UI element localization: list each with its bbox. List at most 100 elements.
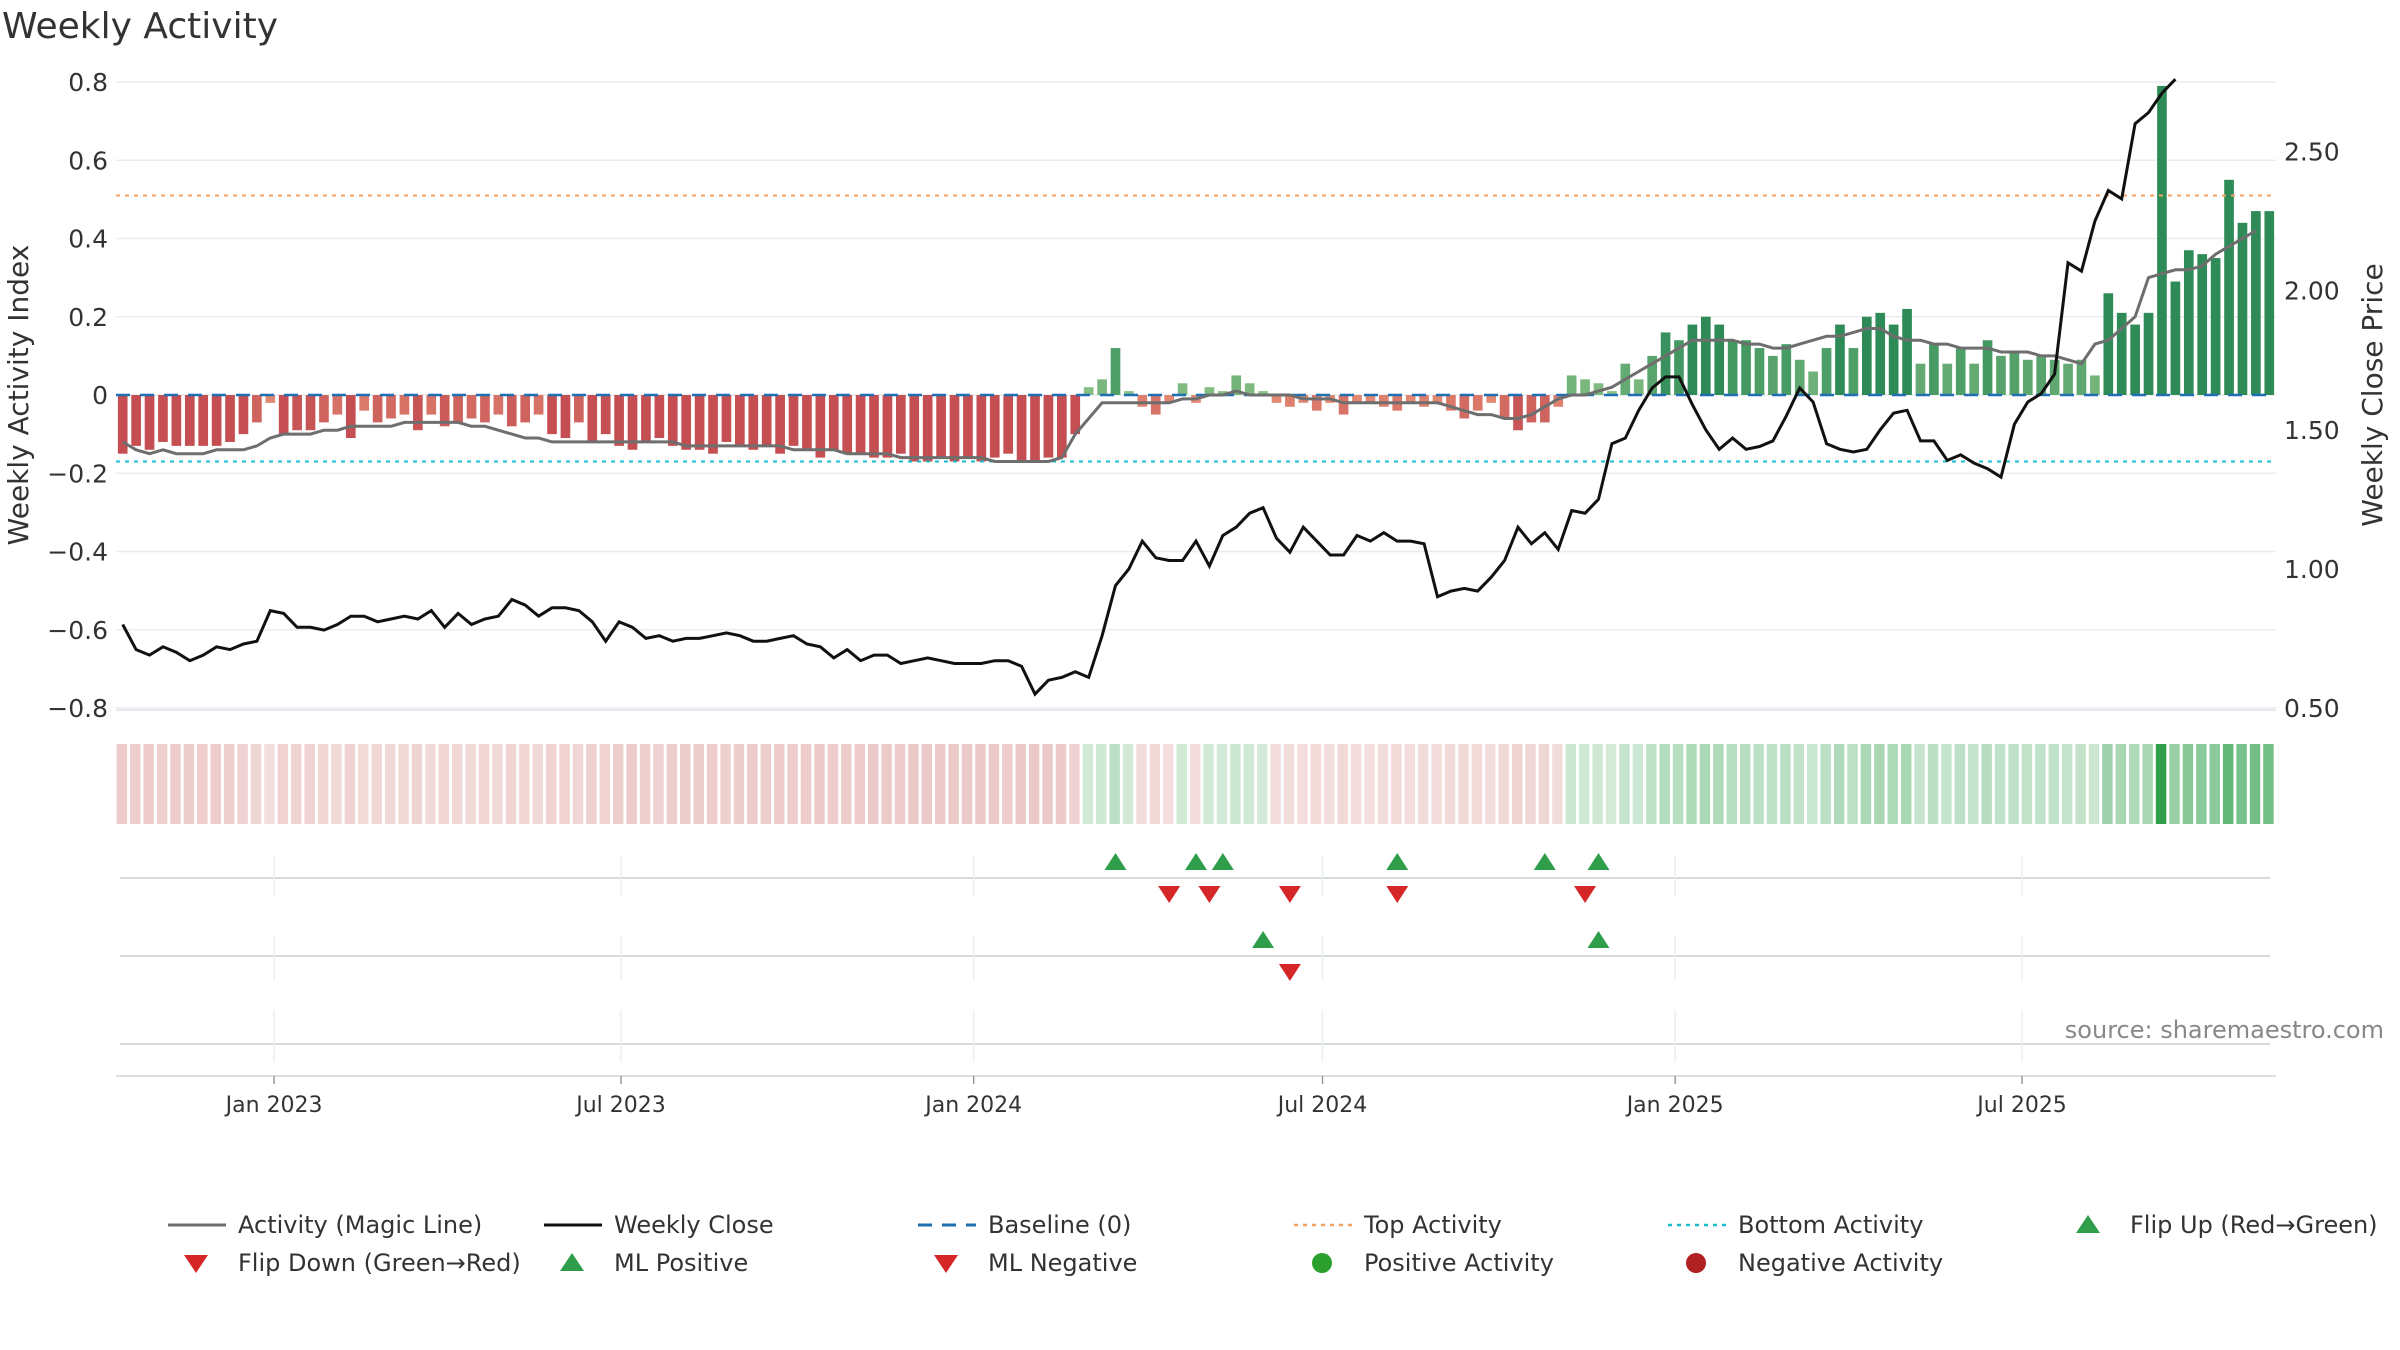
activity-bar bbox=[2143, 312, 2154, 395]
legend-label: Baseline (0) bbox=[988, 1211, 1131, 1239]
heat-cell bbox=[961, 744, 973, 824]
activity-bar bbox=[1808, 371, 1818, 395]
heat-cell bbox=[1659, 744, 1670, 824]
heat-cell bbox=[2088, 744, 2100, 824]
heat-cell bbox=[1015, 744, 1026, 824]
heat-cell bbox=[934, 744, 946, 824]
activity-bar bbox=[1929, 344, 1939, 395]
legend-swatch-circle bbox=[1312, 1253, 1332, 1273]
activity-bar bbox=[1821, 348, 1832, 395]
flip-up-marker bbox=[1386, 853, 1409, 870]
heat-cell bbox=[1874, 744, 1885, 824]
legend-label: ML Positive bbox=[614, 1249, 748, 1277]
heat-cell bbox=[344, 744, 356, 824]
activity-bar bbox=[1338, 395, 1349, 415]
activity-bar bbox=[1553, 395, 1564, 407]
activity-bar bbox=[989, 395, 1000, 458]
left-tick-label: 0.4 bbox=[68, 225, 108, 254]
legend-swatch-triangle-up bbox=[2076, 1215, 2100, 1233]
heat-cell bbox=[1739, 744, 1751, 824]
activity-bar bbox=[1794, 359, 1805, 395]
activity-bar bbox=[1285, 395, 1295, 407]
heat-cell bbox=[1364, 744, 1375, 824]
heat-cell bbox=[2129, 744, 2140, 824]
heat-cell bbox=[384, 744, 396, 824]
heat-cell bbox=[1256, 744, 1268, 824]
heat-cell bbox=[653, 744, 664, 824]
heat-cell bbox=[1283, 744, 1295, 824]
heat-cell bbox=[1189, 744, 1201, 824]
activity-bar bbox=[708, 395, 718, 454]
activity-bar bbox=[305, 395, 316, 431]
activity-bar bbox=[1352, 395, 1362, 403]
left-tick-label: −0.4 bbox=[47, 538, 108, 567]
activity-bar bbox=[1486, 395, 1496, 403]
activity-bar bbox=[225, 395, 235, 442]
heat-cell bbox=[398, 744, 409, 824]
heat-cell bbox=[975, 744, 986, 824]
heat-cell bbox=[2263, 744, 2274, 824]
heat-cell bbox=[1820, 744, 1831, 824]
activity-bar bbox=[439, 395, 450, 427]
ml-positive-marker bbox=[1252, 931, 1275, 948]
activity-bar bbox=[1633, 379, 1644, 395]
heat-cell bbox=[2008, 744, 2019, 824]
heat-cell bbox=[1377, 744, 1389, 824]
left-tick-label: 0 bbox=[92, 381, 108, 410]
heat-cell bbox=[2102, 744, 2113, 824]
heat-cell bbox=[156, 744, 168, 824]
heat-cell bbox=[2021, 744, 2033, 824]
activity-bar bbox=[1955, 348, 1966, 395]
heat-cell bbox=[706, 744, 718, 824]
heat-cell bbox=[1297, 744, 1308, 824]
heat-cell bbox=[438, 744, 450, 824]
flip-down-marker bbox=[1386, 886, 1409, 903]
heat-cell bbox=[2061, 744, 2073, 824]
activity-bar bbox=[2183, 250, 2194, 395]
activity-bar bbox=[2170, 281, 2181, 395]
right-tick-label: 2.50 bbox=[2284, 138, 2340, 167]
event-panels bbox=[116, 853, 2276, 1077]
legend-item: Negative Activity bbox=[1686, 1249, 1943, 1277]
heat-cell bbox=[666, 744, 678, 824]
heat-cell bbox=[1766, 744, 1778, 824]
left-axis-label: Weekly Activity Index bbox=[2, 245, 35, 546]
legend-label: Positive Activity bbox=[1364, 1249, 1554, 1277]
heat-cell bbox=[170, 744, 181, 824]
activity-bar bbox=[131, 395, 141, 446]
heat-cell bbox=[948, 744, 959, 824]
legend-swatch-triangle-up bbox=[560, 1253, 584, 1271]
heat-cell bbox=[1444, 744, 1456, 824]
activity-bar bbox=[681, 395, 692, 450]
activity-bar bbox=[453, 395, 463, 423]
heat-cell bbox=[1994, 744, 2006, 824]
heat-cell bbox=[2209, 744, 2220, 824]
heat-cell bbox=[465, 744, 476, 824]
activity-bar bbox=[426, 395, 437, 415]
heat-cell bbox=[1941, 744, 1952, 824]
heat-cell bbox=[814, 744, 825, 824]
activity-bar bbox=[1835, 324, 1845, 395]
left-axis: −0.8 −0.6 −0.4 −0.2 0 0.2 0.4 0.6 0.8 bbox=[47, 68, 108, 723]
activity-bar bbox=[2063, 363, 2073, 395]
heat-cell bbox=[411, 744, 423, 824]
activity-bar bbox=[922, 395, 933, 462]
activity-bars bbox=[117, 85, 2275, 462]
heat-cell bbox=[1511, 744, 1523, 824]
heat-cell bbox=[827, 744, 839, 824]
activity-bar bbox=[2197, 254, 2208, 395]
legend-item: ML Positive bbox=[560, 1249, 748, 1277]
activity-bar bbox=[1177, 383, 1188, 395]
activity-bar bbox=[1996, 355, 2006, 395]
activity-bar bbox=[600, 395, 611, 435]
ml-positive-marker bbox=[1587, 931, 1610, 948]
heat-cell bbox=[1793, 744, 1805, 824]
activity-bar bbox=[2090, 375, 2100, 395]
legend-item: Bottom Activity bbox=[1668, 1211, 1923, 1239]
heat-cell bbox=[2048, 744, 2059, 824]
activity-bar bbox=[1888, 324, 1899, 395]
legend-label: ML Negative bbox=[988, 1249, 1137, 1277]
activity-bar bbox=[466, 395, 477, 419]
right-tick-label: 1.00 bbox=[2284, 555, 2340, 584]
flip-down-marker bbox=[1158, 886, 1181, 903]
